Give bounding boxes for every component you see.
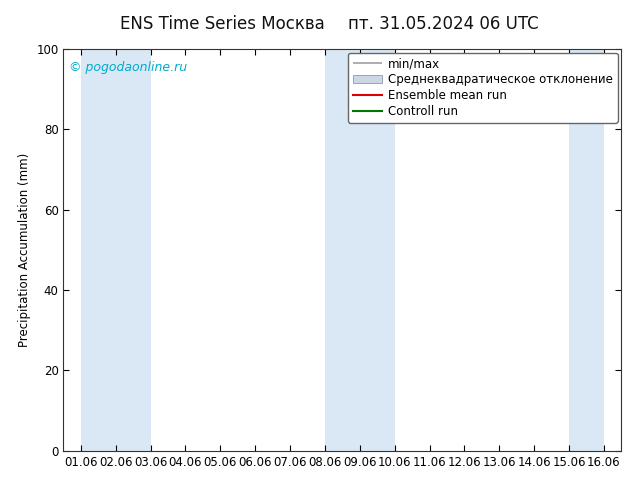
Text: © pogodaonline.ru: © pogodaonline.ru (69, 61, 187, 74)
Text: пт. 31.05.2024 06 UTC: пт. 31.05.2024 06 UTC (349, 15, 539, 33)
Bar (569, 49, 604, 451)
Text: ENS Time Series Москва: ENS Time Series Москва (120, 15, 324, 33)
Bar (81, 49, 150, 451)
Legend: min/max, Среднеквадратическое отклонение, Ensemble mean run, Controll run: min/max, Среднеквадратическое отклонение… (348, 52, 618, 123)
Y-axis label: Precipitation Accumulation (mm): Precipitation Accumulation (mm) (18, 153, 30, 347)
Bar (325, 49, 394, 451)
